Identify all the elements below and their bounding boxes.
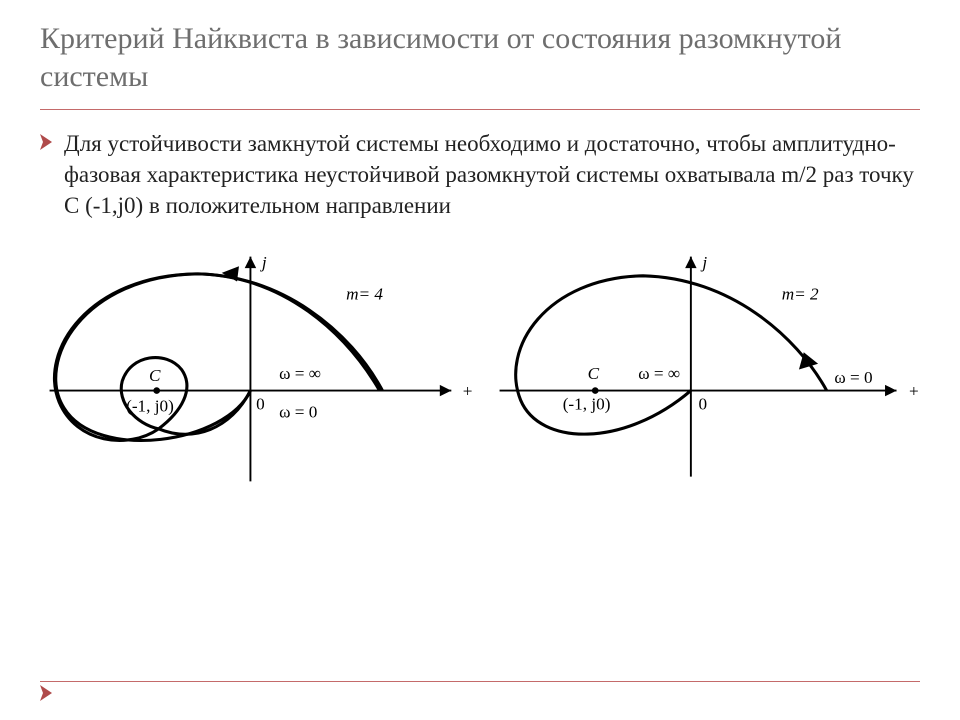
y-axis-label: j	[260, 253, 267, 272]
bullet-item: Для устойчивости замкнутой системы необх…	[40, 128, 920, 221]
omega-inf-label: ω = ∞	[279, 364, 321, 383]
x-axis-arrow-icon	[440, 385, 451, 396]
nyquist-diagram-right: j m= 2 ω = ∞ ω = 0 0 + C (-1, j0)	[490, 241, 930, 521]
bullet-arrow-icon	[40, 134, 54, 150]
slide: Критерий Найквиста в зависимости от сост…	[0, 0, 960, 720]
diagrams-row: j m= 4 ω = ∞ ω = 0 0 + C (-1, j0)	[40, 241, 920, 521]
point-c-label: C	[149, 366, 161, 385]
nyquist-curve-group	[55, 266, 383, 440]
point-c-marker	[153, 387, 160, 394]
point-c-label: C	[588, 364, 600, 383]
m-label: m= 4	[346, 285, 383, 304]
x-plus-label: +	[463, 381, 473, 400]
y-axis-arrow-icon	[245, 257, 256, 268]
omega-zero-label: ω = 0	[834, 368, 872, 387]
y-axis-label: j	[700, 253, 707, 272]
m-label: m= 2	[782, 285, 819, 304]
origin-label: 0	[256, 395, 265, 414]
point-c-coord-label: (-1, j0)	[563, 395, 611, 414]
footer-bullet-icon	[40, 685, 54, 706]
y-axis-arrow-icon	[685, 257, 696, 268]
page-title: Критерий Найквиста в зависимости от сост…	[40, 20, 920, 110]
nyquist-diagram-left: j m= 4 ω = ∞ ω = 0 0 + C (-1, j0)	[40, 241, 480, 521]
body-paragraph: Для устойчивости замкнутой системы необх…	[64, 128, 920, 221]
x-plus-label: +	[909, 381, 919, 400]
point-c-marker	[592, 387, 599, 394]
origin-label: 0	[699, 395, 708, 414]
x-axis-arrow-icon	[885, 385, 896, 396]
footer-rule	[40, 681, 920, 682]
point-c-coord-label: (-1, j0)	[126, 397, 174, 416]
omega-inf-label: ω = ∞	[638, 364, 680, 383]
omega-zero-label: ω = 0	[279, 402, 317, 421]
